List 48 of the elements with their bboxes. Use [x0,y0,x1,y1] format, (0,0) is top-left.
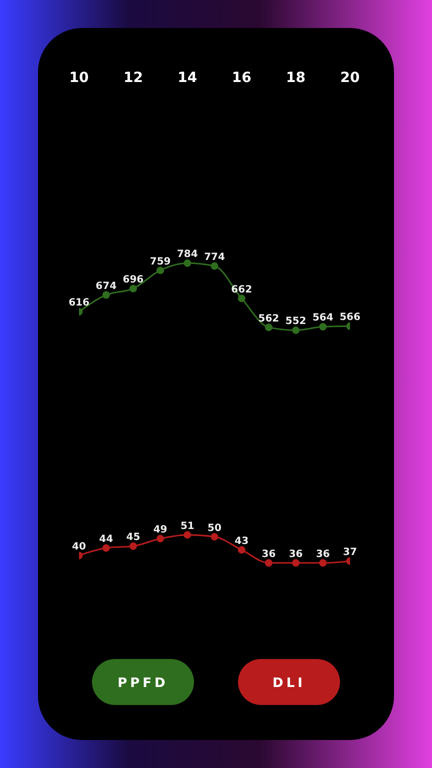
point [238,546,246,554]
x-tick-label: 20 [340,70,360,86]
data-label: 51 [180,520,194,532]
point [210,533,218,541]
data-label: 44 [99,534,114,545]
point [156,266,164,274]
point [129,542,137,550]
data-label: 674 [96,280,117,292]
data-label: 784 [176,249,198,260]
point [238,294,246,302]
data-label: 552 [285,316,306,328]
x-tick-label: 18 [286,70,306,86]
point [156,534,164,542]
data-label: 50 [208,522,222,534]
data-label: 564 [312,312,334,324]
point [102,544,110,552]
x-tick-label: 14 [178,70,198,86]
point [264,324,272,332]
data-label: 36 [288,548,303,560]
data-label: 36 [316,548,330,560]
point [264,559,272,567]
point [102,291,110,299]
data-label: 45 [126,532,140,544]
x-tick-label: 16 [232,70,252,86]
data-label: 662 [231,284,252,296]
point [184,531,192,539]
point [319,559,327,567]
point [292,326,300,334]
data-label: 43 [234,536,249,547]
data-label: 616 [68,298,90,309]
data-label: 774 [204,252,225,264]
point [129,284,137,292]
point [319,322,327,330]
x-tick-label: 10 [69,70,89,86]
data-label: 37 [343,547,357,558]
point [184,259,192,267]
data-label: 562 [258,313,280,324]
data-label: 49 [153,524,168,536]
data-label: 759 [150,256,171,268]
data-label: 40 [72,541,86,552]
text: PPFD [118,676,168,691]
point [210,262,218,270]
data-label: 36 [262,548,276,560]
point [292,559,300,567]
data-label: 566 [340,312,360,324]
data-label: 696 [122,274,144,286]
text: DLI [272,676,306,691]
x-tick-label: 12 [123,70,143,86]
